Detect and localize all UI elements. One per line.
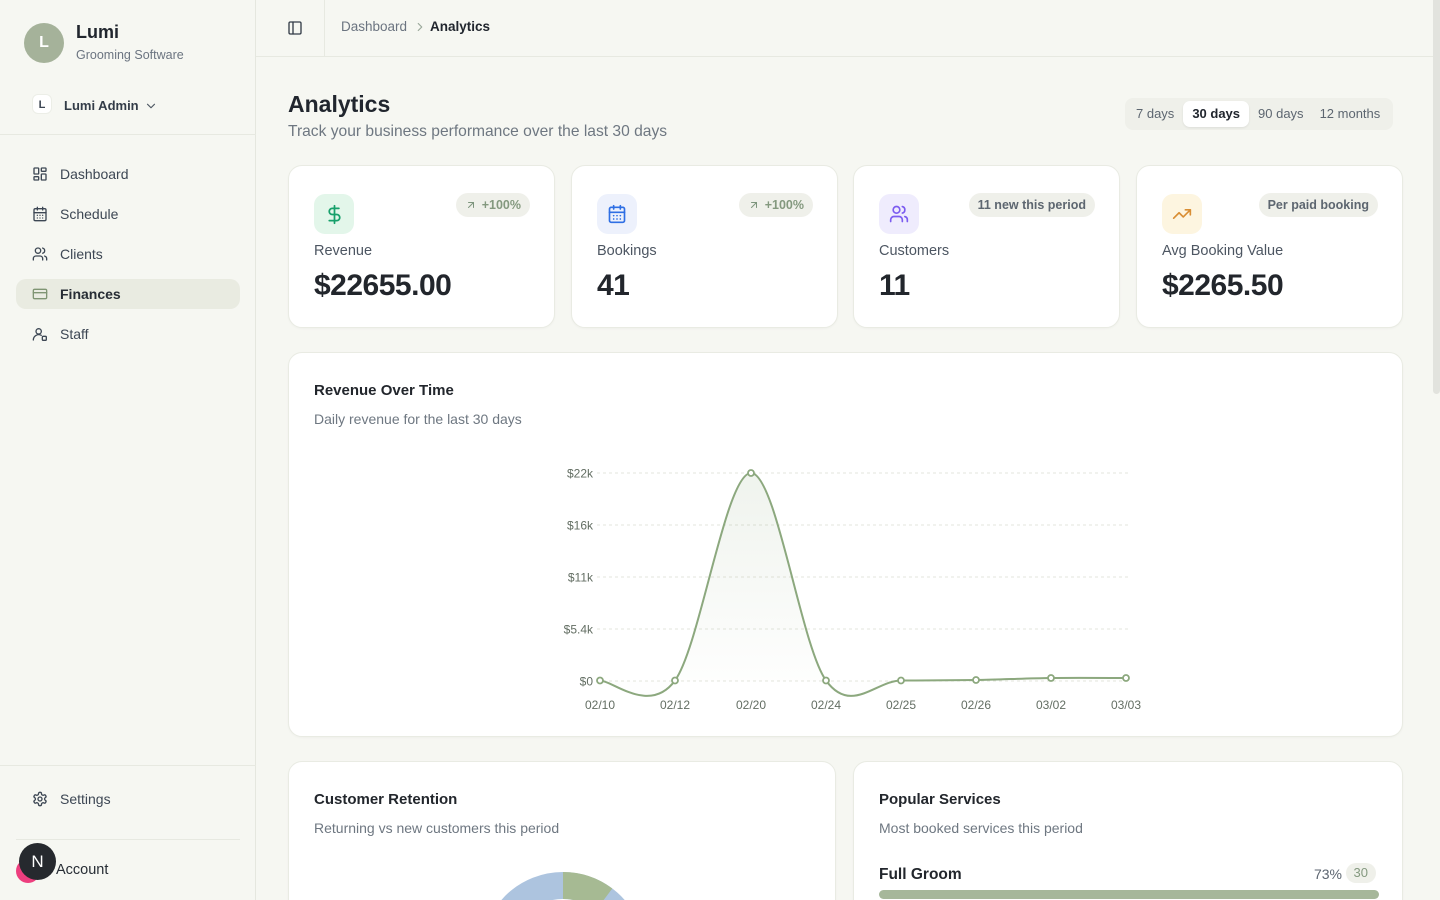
svg-text:$0: $0	[580, 675, 594, 689]
svg-text:02/25: 02/25	[886, 698, 916, 712]
svg-text:02/20: 02/20	[736, 698, 766, 712]
svg-text:02/12: 02/12	[660, 698, 690, 712]
svg-text:02/10: 02/10	[585, 698, 615, 712]
svg-text:02/24: 02/24	[811, 698, 841, 712]
svg-text:03/02: 03/02	[1036, 698, 1066, 712]
svg-text:$11k: $11k	[568, 571, 594, 585]
svg-text:02/26: 02/26	[961, 698, 991, 712]
svg-text:$5.4k: $5.4k	[564, 623, 594, 637]
svg-text:03/03: 03/03	[1111, 698, 1141, 712]
svg-text:$22k: $22k	[567, 467, 594, 481]
svg-text:$16k: $16k	[567, 519, 594, 533]
